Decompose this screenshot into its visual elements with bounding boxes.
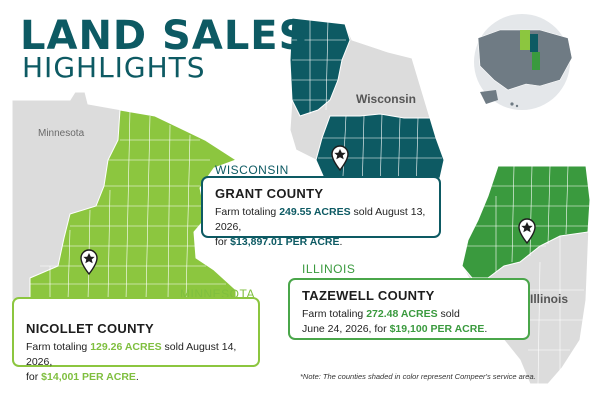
- wisconsin-sale-line-1: Farm totaling 249.55 ACRES sold August 1…: [215, 205, 427, 235]
- wisconsin-map-label: Wisconsin: [356, 92, 416, 106]
- minnesota-sale-card: NICOLLET COUNTY Farm totaling 129.26 ACR…: [12, 297, 260, 383]
- wisconsin-acres: 249.55 ACRES: [279, 206, 351, 218]
- minnesota-service-area: [29, 109, 238, 301]
- wisconsin-line2-suffix: .: [339, 236, 343, 248]
- wisconsin-line1-prefix: Farm totaling: [215, 206, 280, 218]
- minnesota-map: [11, 91, 238, 301]
- illinois-county-lines: [466, 165, 590, 385]
- wisconsin-service-area-south: [315, 113, 445, 197]
- page-title: LAND SALES: [20, 13, 309, 59]
- wisconsin-line1-suffix: sold August 13, 2026,: [215, 206, 426, 233]
- illinois-line1-suffix: sold: [437, 308, 460, 320]
- illinois-acres: 272.48 ACRES: [366, 308, 438, 320]
- illinois-map-label: Illinois: [530, 292, 569, 306]
- wisconsin-county-name: GRANT COUNTY: [215, 186, 324, 201]
- illinois-line2-prefix: June 24, 2026, for: [302, 323, 390, 335]
- minnesota-line1-prefix: Farm totaling: [26, 341, 91, 353]
- minnesota-price: $14,001 PER ACRE: [41, 371, 136, 383]
- wisconsin-sale-line-2: for $13,897.01 PER ACRE.: [215, 235, 427, 250]
- minnesota-sale-line-2: for $14,001 PER ACRE.: [26, 370, 246, 385]
- minnesota-line1-suffix: sold August 14, 2026,: [26, 341, 237, 368]
- minnesota-acres: 129.26 ACRES: [90, 341, 162, 353]
- illinois-sale-line-1: Farm totaling 272.48 ACRES sold: [302, 307, 516, 322]
- minnesota-line2-suffix: .: [135, 371, 139, 383]
- illinois-price: $19,100 PER ACRE: [389, 323, 485, 335]
- wisconsin-map: [289, 17, 445, 197]
- wisconsin-line2-prefix: for: [215, 236, 231, 248]
- illinois-map: [461, 165, 591, 385]
- wisconsin-tag: WISCONSIN: [215, 163, 289, 177]
- illinois-sale-card: TAZEWELL COUNTY Farm totaling 272.48 ACR…: [288, 278, 530, 340]
- pin-minnesota-icon: [80, 249, 98, 276]
- wisconsin-price: $13,897.01 PER ACRE: [230, 236, 340, 248]
- illinois-sale-line-2: June 24, 2026, for $19,100 PER ACRE.: [302, 322, 516, 337]
- service-area-note: *Note: The counties shaded in color repr…: [300, 372, 536, 381]
- minnesota-line2-prefix: for: [26, 371, 42, 383]
- us-map-globe-icon: [474, 14, 573, 110]
- minnesota-county-name: NICOLLET COUNTY: [26, 321, 154, 336]
- wisconsin-sale-card: GRANT COUNTY Farm totaling 249.55 ACRES …: [201, 176, 441, 248]
- illinois-tag: ILLINOIS: [302, 262, 356, 276]
- illinois-county-name: TAZEWELL COUNTY: [302, 288, 435, 303]
- minnesota-map-label: Minnesota: [38, 128, 85, 139]
- page-subtitle: HIGHLIGHTS: [22, 51, 206, 84]
- illinois-line1-prefix: Farm totaling: [302, 308, 367, 320]
- minnesota-sale-line-1: Farm totaling 129.26 ACRES sold August 1…: [26, 340, 246, 370]
- illinois-line2-suffix: .: [484, 323, 488, 335]
- pin-wisconsin-icon: [331, 145, 349, 172]
- pin-illinois-icon: [518, 218, 536, 245]
